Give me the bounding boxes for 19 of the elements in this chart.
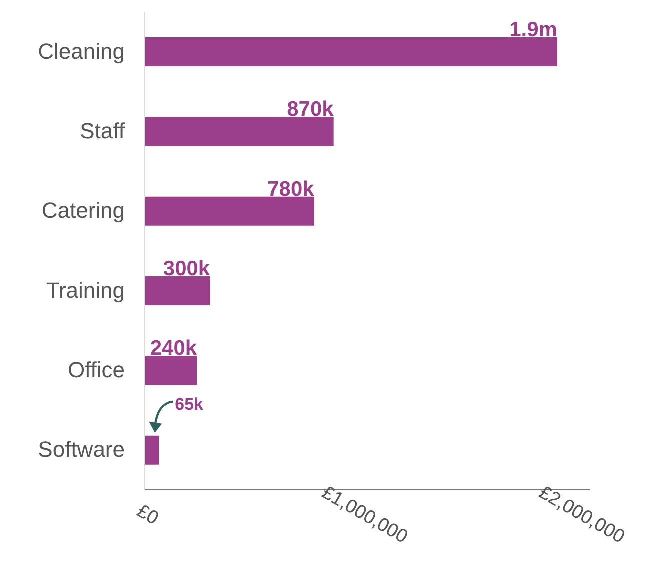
data-label: 300k bbox=[163, 257, 210, 280]
y-tick-label: Staff bbox=[80, 118, 126, 144]
bar bbox=[145, 37, 558, 66]
y-tick-label: Training bbox=[46, 278, 125, 303]
data-label: 65k bbox=[175, 394, 204, 414]
data-label: 780k bbox=[268, 178, 315, 201]
y-tick-label: Catering bbox=[42, 198, 125, 224]
y-tick-label: Office bbox=[68, 358, 125, 382]
bar bbox=[145, 117, 334, 146]
data-label: 1.9m bbox=[510, 18, 558, 42]
y-tick-label: Cleaning bbox=[38, 38, 125, 64]
data-label: 870k bbox=[287, 98, 334, 122]
x-tick-label: £0 bbox=[133, 500, 162, 530]
bar bbox=[145, 276, 210, 306]
bar bbox=[145, 196, 314, 226]
data-label: 240k bbox=[150, 337, 198, 360]
y-tick-label: Software bbox=[38, 437, 125, 462]
bar bbox=[145, 436, 160, 465]
bar bbox=[145, 356, 198, 386]
